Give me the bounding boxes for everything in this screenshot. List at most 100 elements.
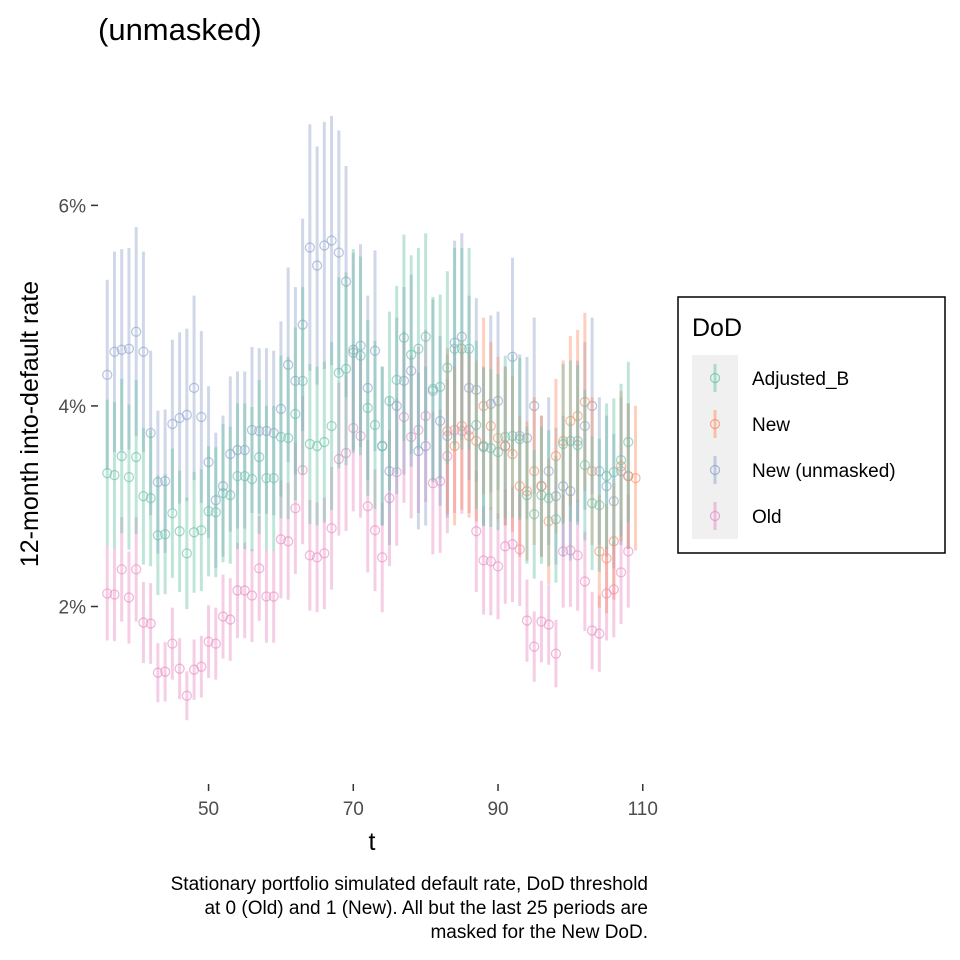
data-point (225, 614, 236, 625)
data-point (427, 478, 439, 489)
data-point (268, 472, 279, 484)
data-point (203, 456, 214, 468)
data-point (471, 526, 482, 537)
caption-line-2: at 0 (Old) and 1 (New). All but the last… (204, 898, 648, 919)
data-point (116, 450, 127, 462)
data-point (145, 427, 156, 439)
data-point (594, 546, 605, 557)
data-point (514, 433, 525, 445)
data-point (543, 493, 554, 504)
data-point (391, 400, 402, 412)
data-point (348, 422, 359, 434)
data-point (514, 544, 525, 555)
data-point (217, 488, 229, 499)
data-point (123, 592, 135, 603)
data-point (507, 351, 518, 362)
data-point (261, 591, 272, 602)
data-point (514, 481, 525, 492)
data-point (239, 585, 250, 596)
data-point (442, 430, 453, 442)
data-point (500, 431, 511, 443)
data-point (131, 564, 142, 575)
data-point (521, 486, 533, 497)
data-point (442, 362, 453, 373)
data-point (246, 424, 258, 436)
data-point (413, 343, 424, 354)
data-point (456, 420, 467, 432)
y-tick-label: 6% (59, 196, 87, 217)
data-point (427, 383, 439, 395)
y-tick-label: 4% (59, 397, 87, 418)
data-point (275, 403, 287, 415)
data-point (615, 567, 627, 578)
data-point (232, 470, 243, 482)
data-point (297, 375, 308, 387)
data-point (181, 409, 192, 421)
data-point (319, 240, 330, 251)
data-point (521, 432, 533, 444)
data-point (434, 475, 446, 487)
data-point (471, 419, 482, 431)
data-point (485, 398, 496, 410)
data-point (594, 465, 605, 477)
data-point (369, 525, 381, 536)
data-point (434, 381, 446, 393)
data-point (174, 412, 185, 424)
data-point (463, 382, 475, 394)
data-point (340, 363, 352, 374)
data-point (109, 589, 120, 600)
x-tick-label: 90 (487, 799, 508, 820)
data-point (225, 490, 236, 501)
data-point (572, 439, 583, 451)
data-point (413, 445, 424, 457)
data-point (594, 628, 605, 639)
data-point (181, 548, 192, 559)
data-point (377, 440, 388, 452)
data-point (340, 276, 352, 287)
data-point (283, 536, 294, 547)
data-point (398, 332, 410, 343)
data-point (442, 425, 453, 437)
legend-key-adjusted-b (709, 364, 721, 392)
data-point (565, 415, 576, 427)
data-point (297, 464, 308, 476)
data-point (138, 491, 149, 502)
data-point (304, 550, 316, 561)
data-point (492, 446, 504, 458)
data-point (167, 418, 178, 430)
data-point (471, 384, 482, 396)
data-point (586, 498, 598, 509)
data-point (275, 431, 287, 443)
data-point (268, 591, 279, 602)
x-tick-label: 110 (628, 799, 658, 820)
data-point (485, 420, 496, 432)
data-point (420, 331, 431, 342)
data-point (398, 375, 410, 387)
data-point (304, 242, 316, 253)
data-point (355, 430, 366, 442)
data-point (210, 495, 221, 506)
data-point (630, 472, 641, 484)
data-point (449, 343, 460, 354)
data-point (348, 347, 359, 358)
data-point (406, 349, 417, 360)
data-point (492, 432, 504, 444)
data-point (579, 420, 591, 432)
data-point (565, 545, 576, 556)
data-point (109, 469, 120, 481)
data-point (478, 441, 489, 453)
data-point (558, 546, 569, 557)
legend-label-old: Old (752, 507, 782, 528)
data-point (261, 472, 272, 484)
data-point (196, 661, 207, 672)
data-point (572, 550, 583, 561)
data-point (261, 425, 272, 437)
data-point (507, 430, 518, 442)
data-point (529, 400, 540, 412)
data-point (319, 436, 330, 448)
data-point (550, 491, 562, 502)
data-point (167, 508, 178, 519)
data-point (159, 529, 171, 540)
legend-key-new (709, 410, 721, 438)
